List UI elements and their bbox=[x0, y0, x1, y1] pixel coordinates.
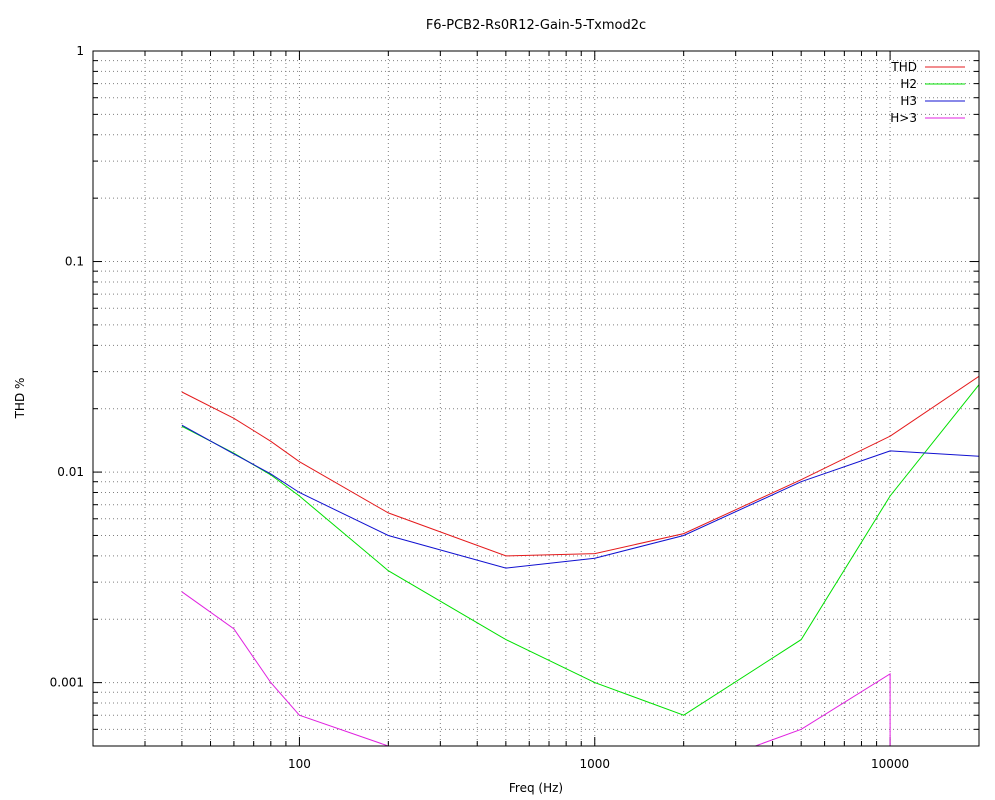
y-tick-labels: 0.001 0.01 0.1 1 bbox=[50, 44, 84, 690]
grid bbox=[93, 51, 979, 746]
series-line-h3 bbox=[181, 591, 891, 746]
y-axis-label: THD % bbox=[13, 378, 27, 420]
y-tick-label: 0.001 bbox=[50, 676, 84, 690]
series-line-h2 bbox=[181, 384, 979, 716]
y-tick-label: 0.1 bbox=[65, 255, 84, 269]
x-tick-label: 10000 bbox=[871, 757, 909, 771]
axis-ticks bbox=[93, 51, 979, 746]
y-tick-label: 1 bbox=[76, 44, 84, 58]
series-line-thd bbox=[181, 375, 979, 557]
legend: THD H2 H3 H>3 bbox=[890, 60, 965, 125]
legend-label: THD bbox=[890, 60, 917, 74]
x-axis-label: Freq (Hz) bbox=[509, 781, 563, 795]
legend-label: H3 bbox=[900, 94, 917, 108]
legend-label: H2 bbox=[900, 77, 917, 91]
x-tick-label: 1000 bbox=[579, 757, 610, 771]
chart-title: F6-PCB2-Rs0R12-Gain-5-Txmod2c bbox=[426, 18, 646, 33]
series-line-h3 bbox=[181, 424, 979, 569]
x-tick-label: 100 bbox=[288, 757, 311, 771]
y-tick-label: 0.01 bbox=[57, 465, 84, 479]
x-tick-labels: 100 1000 10000 bbox=[288, 757, 909, 771]
legend-label: H>3 bbox=[890, 111, 917, 125]
plot-frame bbox=[92, 50, 980, 747]
series-lines bbox=[181, 375, 979, 746]
